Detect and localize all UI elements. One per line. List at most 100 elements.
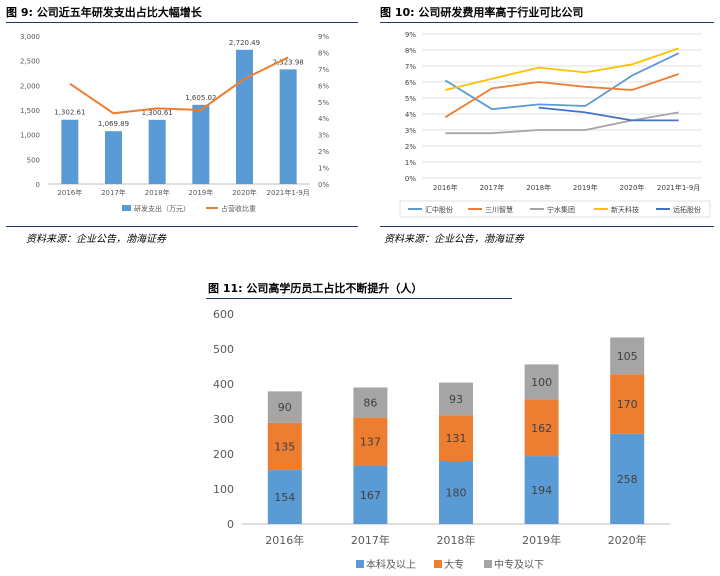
segment-data-label: 86 bbox=[363, 397, 377, 410]
x-tick-label: 2018年 bbox=[526, 183, 551, 192]
rd-spend-chart: 0 500 1,000 1,500 2,000 2,500 3,000 0% 1% 2% 3% 4% 5… bbox=[20, 33, 330, 213]
y2-tick-label: 4% bbox=[318, 115, 329, 123]
stacked-bar-segment bbox=[353, 387, 388, 418]
y-tick-label: 300 bbox=[213, 413, 234, 426]
legend-entry: 三川智慧 bbox=[485, 205, 513, 214]
legend-entry: 中专及以下 bbox=[494, 558, 544, 571]
y-tick-label: 2,500 bbox=[20, 58, 40, 66]
y2-tick-label: 8% bbox=[318, 49, 329, 57]
y-tick-label: 600 bbox=[213, 308, 234, 321]
y-tick-label: 500 bbox=[27, 156, 40, 164]
legend-swatch bbox=[484, 560, 492, 568]
series-line bbox=[445, 111, 679, 135]
segment-data-label: 93 bbox=[449, 393, 463, 406]
x-tick-label: 2016年 bbox=[265, 533, 304, 547]
x-tick-label: 2021年1-9月 bbox=[267, 188, 310, 197]
y2-tick-label: 7% bbox=[318, 66, 329, 74]
figure-9-title: 图 9: 公司近五年研发支出占比大幅增长 bbox=[6, 6, 202, 19]
bar-data-label: 2,720.49 bbox=[229, 39, 260, 47]
segment-data-label: 154 bbox=[274, 491, 295, 504]
series-line bbox=[444, 52, 680, 111]
series-line bbox=[445, 47, 679, 91]
x-tick-label: 2019年 bbox=[188, 188, 213, 197]
stacked-bar-segment bbox=[439, 461, 473, 524]
y-tick-label: 0 bbox=[227, 518, 234, 531]
staff-education-chart: 0 100 200 300 400 500 600 154 135 90 2016年 167 137 86… bbox=[213, 308, 670, 571]
figure-9-rule bbox=[6, 22, 358, 23]
series-line bbox=[69, 56, 289, 115]
legend-swatch bbox=[356, 560, 364, 568]
stacked-bar-segment bbox=[353, 417, 388, 466]
legend-box bbox=[399, 200, 711, 218]
y-tick-label: 3% bbox=[405, 127, 416, 135]
figure-10-bottom-rule bbox=[380, 226, 714, 227]
segment-data-label: 100 bbox=[531, 376, 552, 389]
y-tick-label: 500 bbox=[213, 343, 234, 356]
stacked-bar-segment bbox=[610, 433, 645, 524]
bar bbox=[279, 69, 297, 184]
y2-tick-label: 3% bbox=[318, 132, 329, 140]
x-tick-label: 2020年 bbox=[608, 533, 647, 547]
y-tick-label: 5% bbox=[405, 95, 416, 103]
segment-data-label: 105 bbox=[617, 350, 638, 363]
y-tick-label: 1,000 bbox=[20, 132, 40, 140]
segment-data-label: 258 bbox=[617, 473, 638, 486]
segment-data-label: 135 bbox=[274, 440, 295, 453]
x-tick-label: 2020年 bbox=[232, 188, 257, 197]
bar bbox=[236, 49, 253, 185]
segment-data-label: 180 bbox=[446, 487, 467, 500]
bar bbox=[105, 131, 122, 184]
figure-10-title: 图 10: 公司研发费用率高于行业可比公司 bbox=[380, 6, 584, 19]
x-tick-label: 2017年 bbox=[480, 183, 505, 192]
y-tick-label: 4% bbox=[405, 111, 416, 119]
bar-data-label: 2,323.98 bbox=[273, 58, 304, 66]
legend-entry: 远拓股份 bbox=[673, 205, 701, 214]
y-tick-label: 3,000 bbox=[20, 33, 40, 41]
x-tick-label: 2017年 bbox=[351, 533, 390, 547]
y-tick-label: 9% bbox=[405, 31, 416, 39]
y-tick-label: 1,500 bbox=[20, 107, 40, 115]
x-tick-label: 2021年1-9月 bbox=[657, 183, 700, 192]
y-tick-label: 2,000 bbox=[20, 82, 40, 90]
rd-rate-comparison-chart: 0% 1% 2% 3% 4% 5% 6% 7% 8% 9% 2016年 2017年 2018年 2019年… bbox=[399, 31, 711, 218]
figure-10-rule bbox=[380, 22, 714, 23]
segment-data-label: 162 bbox=[531, 422, 552, 435]
bar-data-label: 1,300.61 bbox=[142, 109, 173, 117]
figure-11-title: 图 11: 公司高学历员工占比不断提升（人） bbox=[208, 282, 423, 295]
stacked-bar-segment bbox=[524, 399, 559, 457]
x-tick-label: 2016年 bbox=[433, 183, 458, 192]
legend-entry: 本科及以上 bbox=[366, 558, 416, 571]
stacked-bar-segment bbox=[524, 364, 559, 400]
stacked-bar-segment bbox=[353, 465, 388, 524]
y-tick-label: 6% bbox=[405, 79, 416, 87]
bar bbox=[148, 119, 166, 184]
legend-swatch bbox=[434, 560, 442, 568]
segment-data-label: 194 bbox=[531, 484, 552, 497]
x-tick-label: 2016年 bbox=[57, 188, 82, 197]
legend-entry: 汇中股份 bbox=[425, 205, 453, 214]
y-tick-label: 0 bbox=[36, 181, 40, 189]
legend-entry: 宁水集团 bbox=[547, 205, 575, 214]
stacked-bar-segment bbox=[267, 470, 302, 524]
figure-10-source: 资料来源：企业公告，渤海证券 bbox=[384, 234, 524, 245]
figure-9-source: 资料来源：企业公告，渤海证券 bbox=[26, 234, 166, 245]
series-line bbox=[538, 106, 679, 122]
y-tick-label: 1% bbox=[405, 159, 416, 167]
series-line bbox=[444, 73, 679, 118]
y2-tick-label: 9% bbox=[318, 33, 329, 41]
legend-entry: 新天科技 bbox=[611, 205, 639, 214]
segment-data-label: 131 bbox=[446, 432, 467, 445]
x-tick-label: 2018年 bbox=[145, 188, 170, 197]
y-tick-label: 100 bbox=[213, 483, 234, 496]
bar-data-label: 1,069.89 bbox=[98, 120, 129, 128]
y2-tick-label: 1% bbox=[318, 165, 329, 173]
legend-entry: 占营收比重 bbox=[221, 204, 256, 213]
bar-data-label: 1,302.61 bbox=[54, 109, 85, 117]
stacked-bar-segment bbox=[524, 456, 559, 524]
y-tick-label: 200 bbox=[213, 448, 234, 461]
stacked-bar-segment bbox=[439, 415, 473, 461]
figure-11-rule bbox=[206, 298, 512, 299]
stacked-bar-segment bbox=[267, 391, 302, 423]
y2-tick-label: 2% bbox=[318, 148, 329, 156]
bar-data-label: 1,605.02 bbox=[185, 94, 216, 102]
